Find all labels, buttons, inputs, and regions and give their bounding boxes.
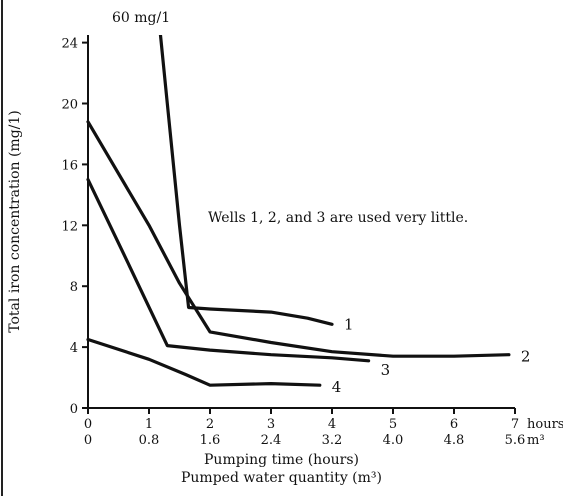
x2-tick-label: 0 xyxy=(84,433,92,448)
x2-axis-label: Pumped water quantity (m³) xyxy=(181,470,382,486)
y-tick-label: 20 xyxy=(61,98,78,113)
x-axis-label: Pumping time (hours) xyxy=(204,452,359,468)
x-tick-label: 5 xyxy=(389,417,397,432)
x2-tick-label: 4.0 xyxy=(383,433,404,448)
x2-tick-label: 0.8 xyxy=(139,433,160,448)
x2-tick-label: 1.6 xyxy=(200,433,221,448)
x-tick-label: 0 xyxy=(84,417,92,432)
x-tick-label: 1 xyxy=(145,417,153,432)
y-tick-label: 0 xyxy=(70,402,78,417)
series-label-1: 1 xyxy=(344,315,354,333)
series-line-4 xyxy=(86,337,322,387)
x-tick-label: 2 xyxy=(206,417,214,432)
axes: 048121620240010.821.632.443.254.064.875.… xyxy=(61,35,525,448)
series-line-1 xyxy=(158,35,334,326)
x-tick-label: 3 xyxy=(267,417,275,432)
series-label-3: 3 xyxy=(381,361,391,379)
x-tick-label: 6 xyxy=(450,417,458,432)
y-tick-label: 4 xyxy=(70,341,78,356)
y-tick-label: 16 xyxy=(61,158,78,173)
series-line-2 xyxy=(86,120,511,358)
series-label-4: 4 xyxy=(332,378,342,396)
y-tick-label: 12 xyxy=(61,219,78,234)
x2-tick-label: 5.6 xyxy=(505,433,526,448)
x-tick-label: 7 xyxy=(511,417,519,432)
chart-note: Wells 1, 2, and 3 are used very little. xyxy=(208,210,468,226)
x-axis-unit: hours xyxy=(527,417,563,432)
x2-tick-label: 3.2 xyxy=(322,433,343,448)
x2-tick-label: 4.8 xyxy=(444,433,465,448)
y-tick-label: 8 xyxy=(70,280,78,295)
y-axis-label: Total iron concentration (mg/1) xyxy=(7,110,23,333)
y-tick-label: 24 xyxy=(61,37,78,52)
x2-axis-unit: m³ xyxy=(527,433,545,448)
top-annotation: 60 mg/1 xyxy=(112,10,170,26)
x2-tick-label: 2.4 xyxy=(261,433,282,448)
series-label-2: 2 xyxy=(521,348,531,366)
x-tick-label: 4 xyxy=(328,417,336,432)
series-lines: 1 2 3 4 xyxy=(86,35,531,396)
series-line-3 xyxy=(86,178,371,363)
